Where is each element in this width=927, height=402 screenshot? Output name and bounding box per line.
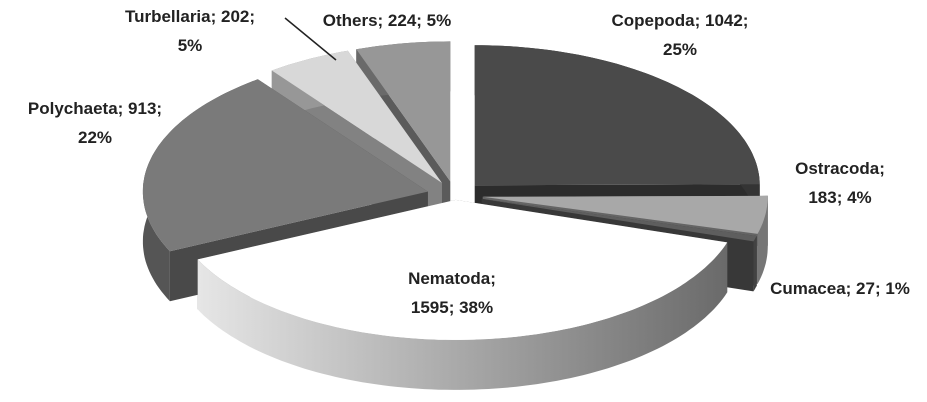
pie-slice (271, 50, 442, 183)
pie-slice (482, 195, 768, 234)
pie-slice (197, 199, 728, 340)
data-label-line: 22% (78, 128, 112, 147)
data-label: Others; 224; 5% (323, 11, 452, 30)
data-label: Cumacea; 27; 1% (770, 279, 910, 298)
pie-slice (481, 198, 757, 242)
data-label-line: Copepoda; 1042; (612, 11, 749, 30)
pie-slice (356, 41, 451, 182)
slice-tops (142, 41, 768, 340)
data-label-line: Others; 224; 5% (323, 11, 452, 30)
data-label: Copepoda; 1042; 25% (612, 11, 749, 59)
data-label: Turbellaria; 202; 5% (125, 7, 255, 55)
data-label-line: 183; 4% (808, 188, 871, 207)
data-label: Nematoda; 1595; 38% (408, 269, 496, 317)
leader-line (284, 17, 337, 61)
data-label-line: Nematoda; (408, 269, 496, 288)
data-label-line: 5% (178, 36, 203, 55)
data-label-line: Polychaeta; 913; (28, 99, 162, 118)
labels: Copepoda; 1042; 25% Ostracoda; 183; 4% Cumac… (28, 7, 910, 317)
pie-slice (474, 45, 760, 186)
data-label-line: 1595; 38% (411, 298, 493, 317)
data-label: Ostracoda; 183; 4% (795, 159, 885, 207)
data-label: Polychaeta; 913; 22% (28, 99, 162, 147)
pie-slice (142, 79, 428, 252)
data-label-line: Ostracoda; (795, 159, 885, 178)
data-label-line: Cumacea; 27; 1% (770, 279, 910, 298)
slice-side (757, 195, 768, 284)
data-label-line: Turbellaria; 202; (125, 7, 255, 26)
slice-side (753, 236, 757, 292)
data-label-line: 25% (663, 40, 697, 59)
slice-side (197, 242, 728, 390)
